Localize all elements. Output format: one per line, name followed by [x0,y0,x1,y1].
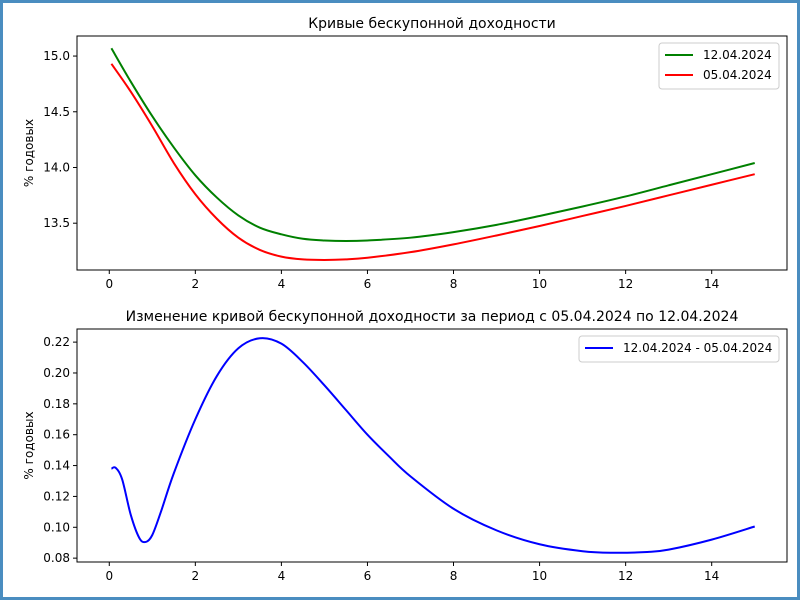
x-tick-label: 2 [192,277,200,291]
series-line-2 [110,63,755,261]
y-tick-label: 0.18 [43,397,70,411]
x-tick-label: 14 [704,277,719,291]
plot-area-frame [76,35,788,271]
legend: 12.04.2024 - 05.04.2024 [578,335,780,363]
y-axis-label: % годовых [22,411,36,479]
x-tick-label: 10 [532,569,547,583]
chart-2: Изменение кривой бескупонной доходности … [22,309,788,583]
figure-canvas: Кривые бескупонной доходности % годовых 0 2… [22,16,788,583]
y-tick-label: 0.20 [43,366,70,380]
x-tick-label: 2 [192,569,200,583]
y-tick-label: 13.5 [43,216,70,230]
series-line-1 [110,47,755,243]
y-tick-label: 15.0 [43,49,70,63]
x-tick-label: 0 [105,569,113,583]
x-tick-label: 4 [278,277,286,291]
legend: 12.04.2024 05.04.2024 [658,42,780,90]
x-tick-label: 14 [704,569,719,583]
y-tick-label: 0.10 [43,520,70,534]
plot-area-frame [76,328,788,563]
x-tick-label: 6 [364,277,372,291]
x-tick-label: 10 [532,277,547,291]
x-tick-label: 8 [450,569,458,583]
x-tick-label: 0 [105,277,113,291]
chart-title: Кривые бескупонной доходности [308,16,556,32]
y-tick-label: 0.08 [43,551,70,565]
y-tick-label: 0.16 [43,428,70,442]
y-tick-label: 14.5 [43,105,70,119]
y-tick-label: 0.22 [43,335,70,349]
x-tick-label: 12 [618,277,633,291]
chart-1: Кривые бескупонной доходности % годовых 0 2… [22,16,788,291]
series-line-1 [111,337,756,554]
chart-title: Изменение кривой бескупонной доходности … [126,309,739,325]
x-tick-label: 8 [450,277,458,291]
x-tick-label: 6 [364,569,372,583]
x-tick-label: 12 [618,569,633,583]
legend-label: 05.04.2024 [703,68,772,82]
y-tick-label: 0.14 [43,459,70,473]
y-tick-label: 0.12 [43,489,70,503]
y-tick-label: 14.0 [43,160,70,174]
x-tick-label: 4 [278,569,286,583]
legend-box [578,335,780,363]
legend-label: 12.04.2024 [703,48,772,62]
y-axis-label: % годовых [22,119,36,187]
legend-label: 12.04.2024 - 05.04.2024 [623,341,772,355]
